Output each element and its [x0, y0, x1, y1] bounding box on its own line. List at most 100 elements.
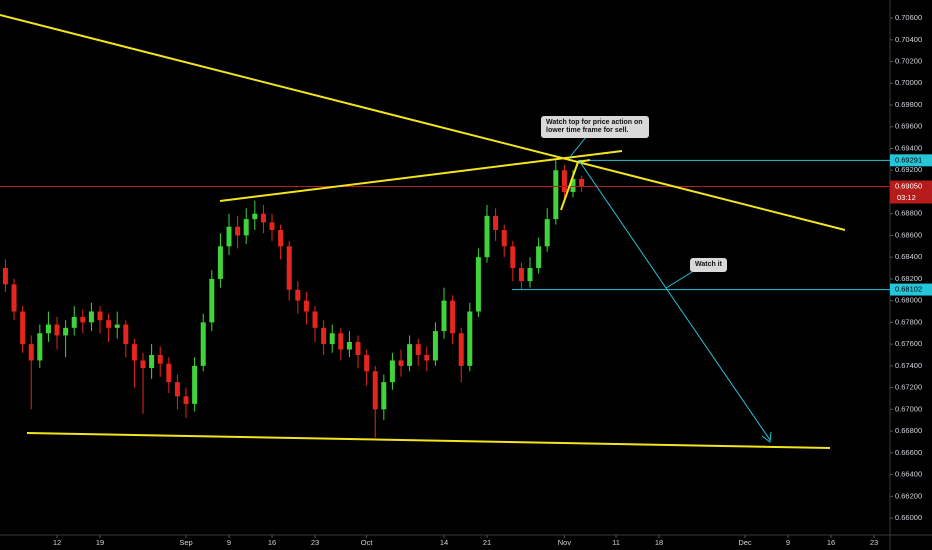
y-tick-label: 0.67200 [895, 383, 922, 392]
trend-line [26, 432, 831, 449]
candle-body [510, 246, 516, 269]
candle-body [372, 371, 378, 410]
candle-body [544, 219, 550, 247]
candle-body [415, 344, 421, 355]
candle-body [329, 333, 335, 345]
level-label: 0.68102 [895, 285, 922, 294]
candle-body [235, 226, 241, 236]
candle-body [458, 333, 464, 366]
y-tick-label: 0.70400 [895, 35, 922, 44]
arrow-head [761, 431, 772, 443]
y-tick-label: 0.66200 [895, 491, 922, 500]
candle-body [54, 324, 60, 336]
candle-body [200, 322, 206, 366]
candle-body [484, 215, 490, 258]
callout-pointer [569, 136, 587, 158]
x-tick-label: 16 [827, 538, 835, 547]
candle-body [140, 360, 146, 369]
candle-body [303, 300, 309, 312]
x-tick-label: 11 [612, 538, 620, 547]
candle-body [80, 316, 86, 323]
candle-body [226, 226, 232, 247]
x-tick-label: 16 [268, 538, 276, 547]
level-label: 0.69291 [895, 155, 922, 164]
candle-body [97, 311, 103, 321]
trend-line [219, 150, 623, 202]
candle-body [149, 355, 155, 369]
candle-body [20, 311, 26, 345]
candle-body [183, 396, 189, 404]
level-box [890, 154, 932, 167]
candle-body [192, 365, 198, 404]
y-tick-label: 0.68000 [895, 296, 922, 305]
candle-body [2, 268, 8, 285]
candle-body [501, 230, 507, 247]
x-tick-label: 12 [53, 538, 61, 547]
candle-body [321, 327, 327, 345]
candle-body [364, 355, 370, 372]
y-tick-label: 0.66400 [895, 470, 922, 479]
candle-body [579, 178, 585, 187]
y-tick-label: 0.69400 [895, 143, 922, 152]
candle-body [381, 382, 387, 410]
candle-body [295, 289, 301, 301]
candle-body [37, 333, 43, 361]
x-tick-label: Oct [361, 538, 374, 547]
y-tick-label: 0.70600 [895, 13, 922, 22]
candle-body [346, 341, 352, 350]
candle-body [209, 278, 215, 323]
last-price-box [890, 180, 932, 193]
candle-body [11, 284, 17, 312]
candle-body [493, 215, 499, 230]
x-tick-label: 18 [655, 538, 663, 547]
projection-arrow [569, 136, 772, 443]
y-tick-label: 0.68600 [895, 230, 922, 239]
callout-pointer [665, 271, 693, 289]
candle-body [174, 382, 180, 397]
trend-line [560, 161, 579, 211]
candle-body [243, 219, 249, 236]
y-tick-label: 0.70000 [895, 78, 922, 87]
x-tick-label: Dec [738, 538, 752, 547]
candle-body [553, 170, 559, 220]
candle-body [45, 324, 51, 334]
y-tick-label: 0.67600 [895, 339, 922, 348]
candle-body [389, 360, 395, 383]
candle-body [407, 344, 413, 366]
y-tick-label: 0.67800 [895, 317, 922, 326]
x-tick-label: 14 [440, 538, 448, 547]
y-tick-label: 0.70200 [895, 57, 922, 66]
candle-body [278, 230, 284, 247]
y-tick-label: 0.69800 [895, 100, 922, 109]
plot-area [0, 159, 890, 438]
candle-body [123, 324, 129, 345]
y-tick-label: 0.68800 [895, 209, 922, 218]
candle-body [166, 363, 172, 383]
x-tick-label: 23 [870, 538, 878, 547]
candle-body [432, 331, 438, 361]
x-tick-label: Nov [558, 538, 572, 547]
y-tick-label: 0.66800 [895, 426, 922, 435]
candle-body [475, 257, 481, 312]
trend-lines [0, 14, 846, 449]
y-tick-label: 0.68200 [895, 274, 922, 283]
annotation: Watch it [690, 258, 727, 272]
candle-body [114, 324, 120, 328]
candle-body [561, 170, 567, 192]
candle-body [260, 213, 266, 223]
x-tick-label: 9 [227, 538, 231, 547]
y-tick-label: 0.69200 [895, 165, 922, 174]
level-box [890, 283, 932, 296]
candle-body [217, 246, 223, 279]
candle-body [269, 222, 275, 230]
candle-body [536, 246, 542, 269]
candle-body [312, 311, 318, 328]
candle-body [441, 300, 447, 332]
y-tick-label: 0.66000 [895, 513, 922, 522]
candle-body [355, 341, 361, 355]
candle-body [252, 213, 258, 220]
trend-line [577, 159, 591, 163]
countdown-box [890, 192, 932, 204]
